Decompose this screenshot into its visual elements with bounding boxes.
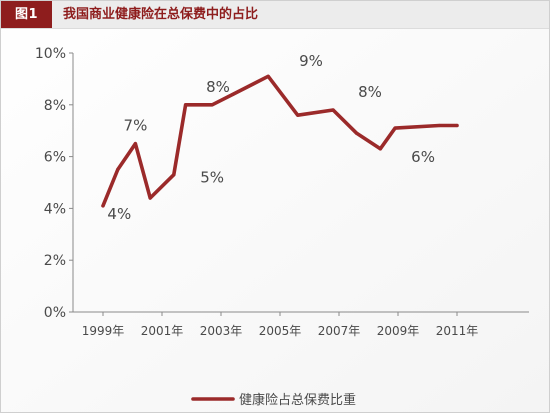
chart-title: 我国商业健康险在总保费中的占比: [63, 7, 259, 22]
series-line: [101, 74, 459, 208]
data-label: 8%: [206, 78, 230, 96]
data-point: [133, 142, 138, 146]
data-label: 7%: [124, 117, 148, 135]
data-point: [455, 123, 459, 128]
y-tick-label: 10%: [35, 46, 66, 62]
x-tick-label: 2009年: [377, 324, 420, 338]
legend-label: 健康险占总保费比重: [239, 392, 356, 408]
data-point: [116, 167, 120, 172]
figure-header: 图1 我国商业健康险在总保费中的占比: [1, 1, 549, 29]
y-tick-label: 2%: [44, 253, 66, 269]
x-tick-label: 2003年: [200, 324, 243, 338]
data-point: [378, 147, 382, 151]
data-point: [355, 131, 359, 135]
data-point: [172, 173, 176, 177]
x-tick-label: 2007年: [318, 324, 361, 338]
labels-layer: 4% 7% 5% 8% 9% 8% 6%: [107, 52, 435, 223]
data-point: [331, 108, 335, 112]
data-label: 4%: [107, 205, 131, 223]
data-point: [210, 103, 214, 107]
chart-axes: 0% 2% 4% 6% 8% 10% 1999年 2001年 2003年 2005年 2007年 20…: [35, 46, 529, 338]
x-tick-label: 2005年: [259, 324, 302, 338]
figure-number: 图1: [1, 1, 52, 28]
data-point: [437, 123, 441, 128]
data-point: [393, 126, 397, 130]
y-tick-label: 6%: [44, 150, 66, 166]
data-label: 9%: [299, 52, 323, 70]
data-point: [296, 113, 300, 117]
data-label: 6%: [411, 148, 435, 166]
data-point: [184, 103, 188, 107]
y-tick-label: 8%: [44, 98, 66, 114]
data-point: [148, 196, 152, 200]
data-point: [101, 204, 105, 208]
x-tick-label: 2001年: [141, 324, 184, 338]
x-tick-label: 1999年: [82, 324, 125, 338]
data-label: 5%: [200, 169, 224, 187]
x-tick-label: 2011年: [436, 324, 479, 338]
y-tick-label: 0%: [44, 305, 66, 321]
data-label: 8%: [358, 83, 382, 101]
data-point: [266, 74, 270, 78]
legend: 健康险占总保费比重: [191, 392, 356, 408]
y-tick-label: 4%: [44, 201, 66, 217]
data-point: [231, 92, 235, 97]
series-layer: [101, 74, 459, 208]
